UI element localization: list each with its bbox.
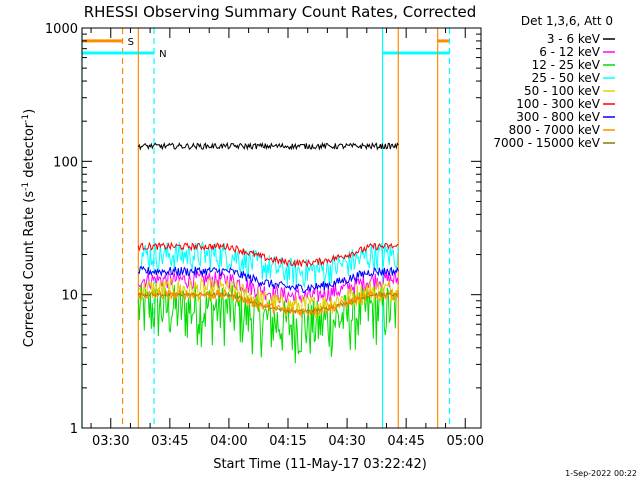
x-axis: 03:30 03:45 04:00 04:15 04:30 04:45 05:00 bbox=[90, 28, 484, 449]
series-line bbox=[137, 265, 399, 294]
plot-area: SN bbox=[81, 28, 451, 428]
series-line bbox=[138, 240, 399, 289]
x-tick-label: 05:00 bbox=[447, 434, 484, 449]
footer-date: 1-Sep-2022 00:22 bbox=[565, 469, 637, 478]
x-tick-label: 04:30 bbox=[328, 434, 365, 449]
y-tick-label: 10 bbox=[61, 289, 78, 304]
series-line bbox=[137, 284, 399, 364]
legend-label: 800 - 7000 keV bbox=[509, 123, 601, 137]
legend-label: 25 - 50 keV bbox=[532, 71, 601, 85]
y-tick-label: 1000 bbox=[45, 22, 78, 37]
x-tick-label: 03:30 bbox=[92, 434, 129, 449]
legend-label: 300 - 800 keV bbox=[516, 110, 600, 124]
series-line bbox=[137, 241, 399, 269]
x-tick-label: 04:00 bbox=[210, 434, 247, 449]
legend-label: 100 - 300 keV bbox=[516, 97, 600, 111]
chart-title: RHESSI Observing Summary Count Rates, Co… bbox=[84, 3, 477, 21]
legend-label: 7000 - 15000 keV bbox=[493, 136, 600, 150]
y-axis-label: Corrected Count Rate (s-1 detector-1) bbox=[21, 109, 37, 347]
marker-label: N bbox=[159, 49, 166, 60]
x-tick-label: 03:45 bbox=[151, 434, 188, 449]
legend-label: 3 - 6 keV bbox=[547, 32, 601, 46]
legend-label: 12 - 25 keV bbox=[532, 58, 601, 72]
series-line bbox=[137, 141, 399, 151]
legend-label: 50 - 100 keV bbox=[524, 84, 601, 98]
x-tick-label: 04:45 bbox=[387, 434, 424, 449]
legend-title: Det 1,3,6, Att 0 bbox=[521, 14, 613, 28]
x-tick-label: 04:15 bbox=[269, 434, 306, 449]
y-axis: 1 10 100 1000 bbox=[45, 22, 481, 437]
x-axis-label: Start Time (11-May-17 03:22:42) bbox=[213, 457, 427, 472]
series-line bbox=[137, 269, 399, 305]
legend-label: 6 - 12 keV bbox=[539, 45, 601, 59]
y-tick-label: 100 bbox=[53, 155, 78, 170]
series-line bbox=[138, 288, 399, 317]
y-tick-label: 1 bbox=[70, 422, 78, 437]
plot-frame bbox=[81, 27, 482, 429]
marker-label: S bbox=[128, 37, 134, 48]
